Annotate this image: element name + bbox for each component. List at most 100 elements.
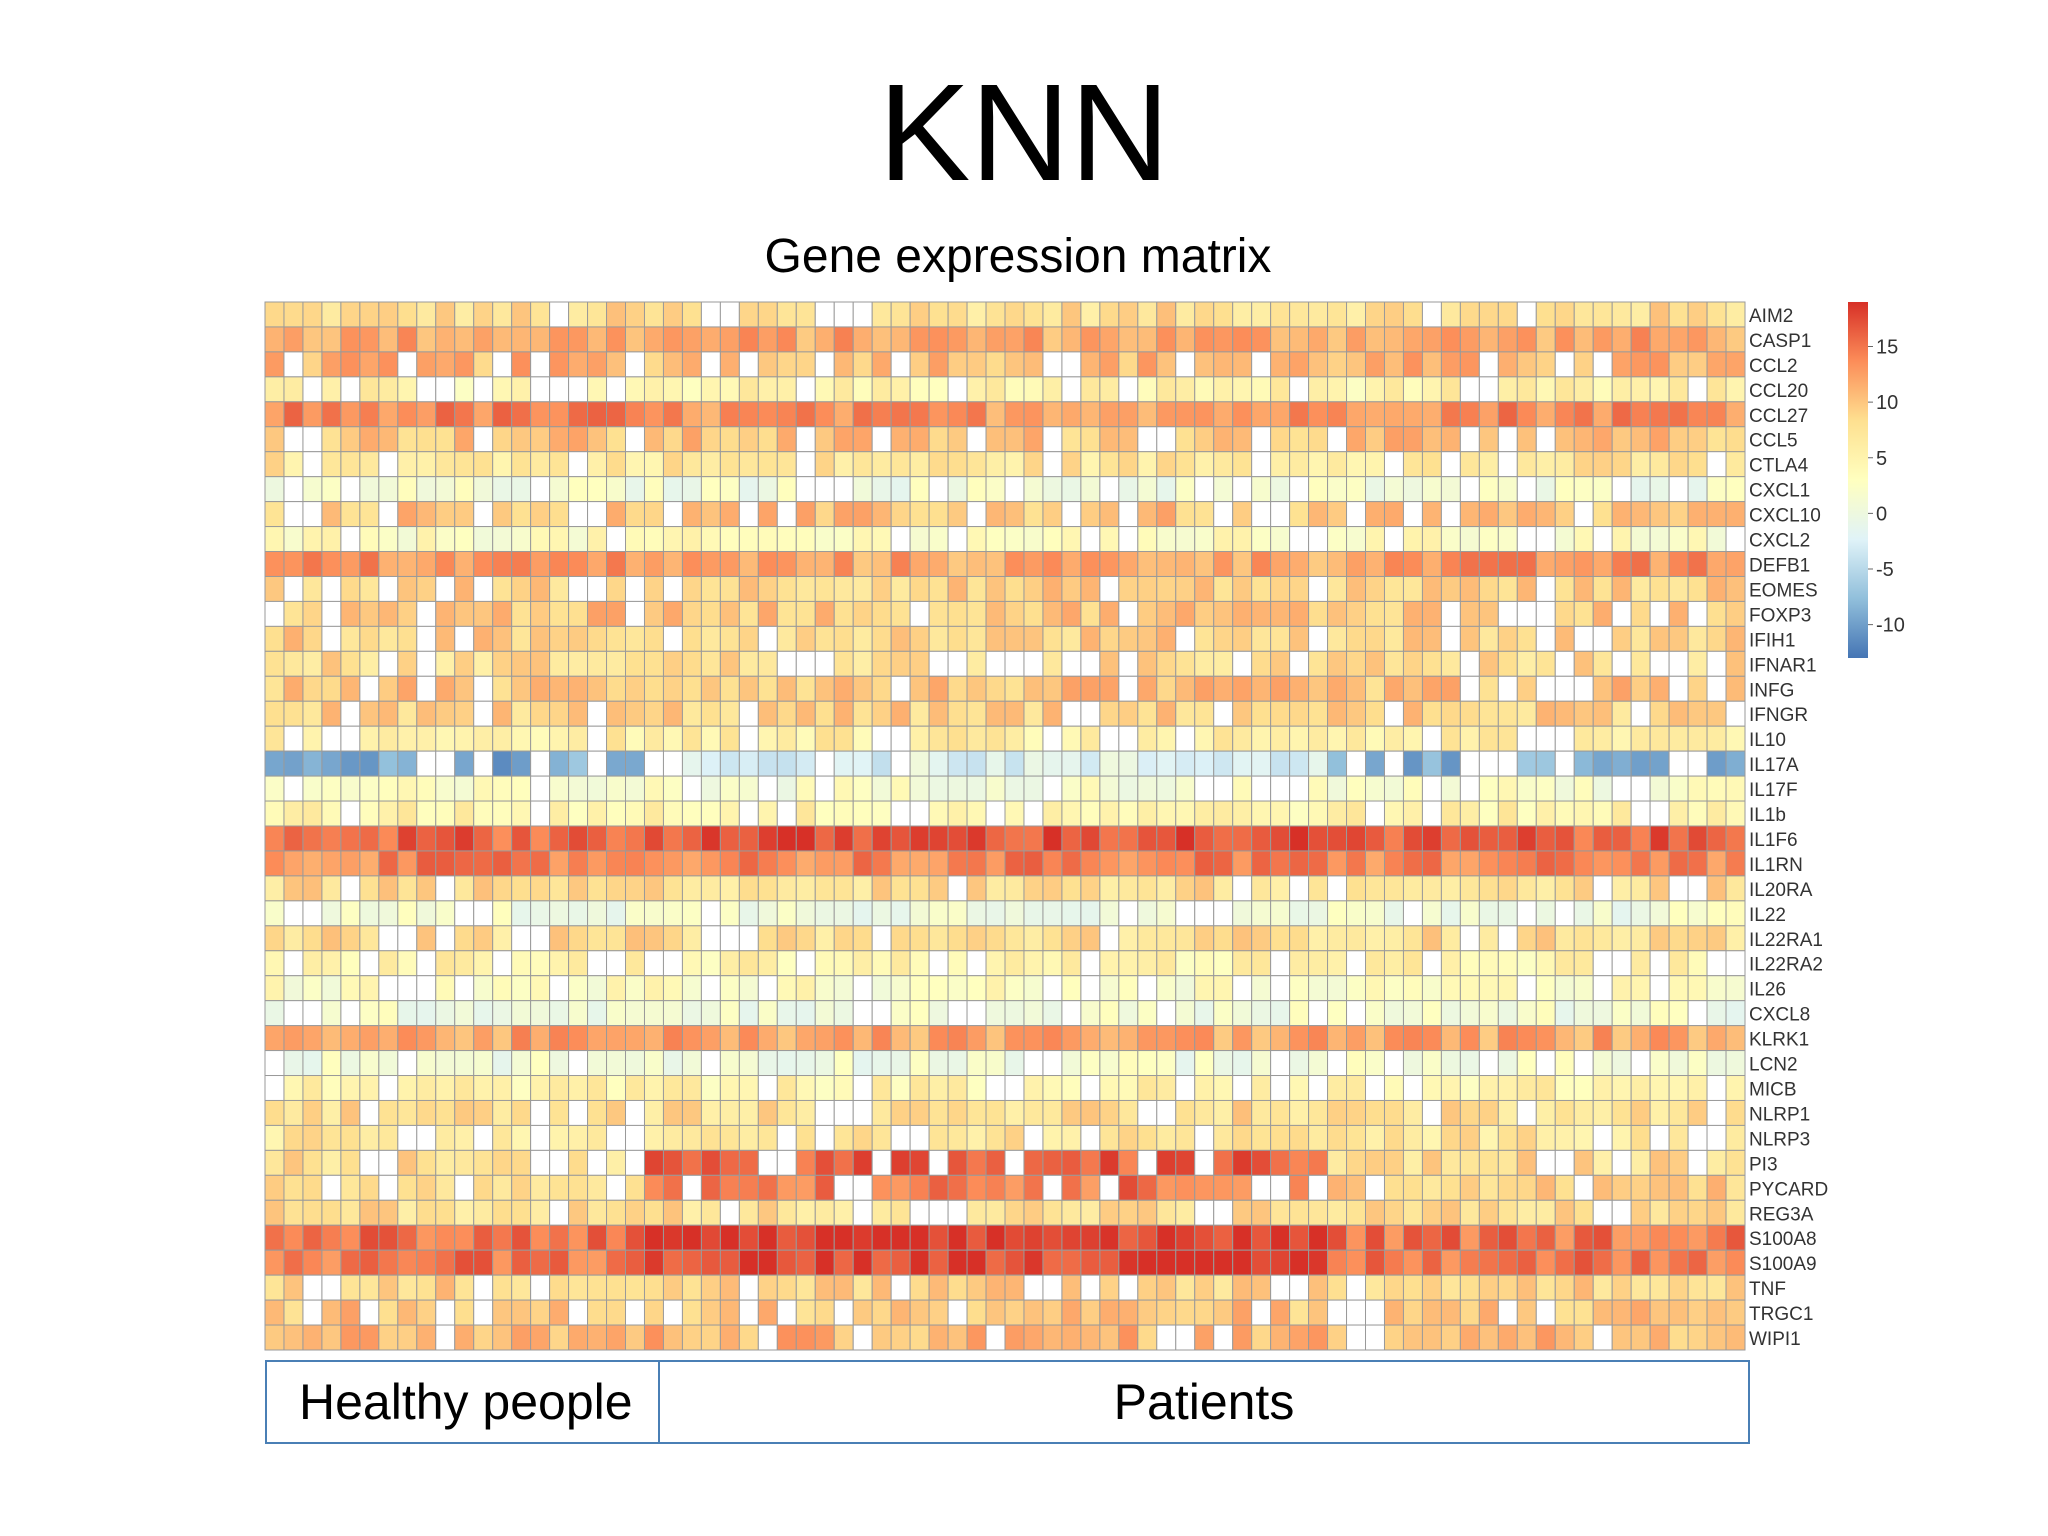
heatmap-cell (264, 1249, 285, 1276)
heatmap-cell (1251, 975, 1272, 1002)
heatmap-cell (264, 551, 285, 577)
heatmap-cell (1706, 600, 1727, 627)
heatmap-cell (1573, 1149, 1594, 1176)
heatmap-cell (871, 376, 892, 403)
heatmap-cell (1327, 1025, 1348, 1052)
heatmap-cell (1061, 476, 1082, 503)
heatmap-cell (625, 1274, 645, 1301)
heatmap-cell (1099, 426, 1120, 453)
heatmap-cell (1270, 526, 1291, 553)
heatmap-cell (1573, 800, 1594, 827)
heatmap-cell (416, 526, 437, 553)
heatmap-cell (1365, 451, 1385, 478)
heatmap-cell (568, 551, 589, 577)
heatmap-cell (530, 476, 551, 503)
heatmap-cell (1402, 1199, 1423, 1226)
heatmap-cell (416, 925, 437, 952)
heatmap-cell (985, 1299, 1006, 1326)
heatmap-cell (340, 1149, 361, 1176)
heatmap-cell (1421, 850, 1442, 877)
heatmap-cell (852, 476, 873, 503)
heatmap-cell (435, 1199, 456, 1226)
heatmap-cell (643, 575, 664, 602)
heatmap-cell (795, 1149, 816, 1176)
heatmap-cell (1649, 825, 1670, 852)
heatmap-cell (1611, 351, 1632, 378)
heatmap-cell (795, 526, 816, 553)
heatmap-cell (1365, 700, 1385, 727)
heatmap-cell (1687, 675, 1708, 702)
heatmap-cell (1459, 1274, 1480, 1301)
heatmap-cell (1061, 376, 1082, 403)
heatmap-cell (719, 575, 740, 602)
heatmap-cell (700, 1099, 721, 1126)
heatmap-cell (1137, 1174, 1158, 1201)
heatmap-cell (1023, 725, 1044, 752)
heatmap-cell (302, 950, 323, 977)
heatmap-cell (833, 675, 854, 702)
heatmap-cell (1061, 900, 1082, 927)
heatmap-cell (1573, 501, 1594, 528)
heatmap-cell (1289, 625, 1310, 652)
heatmap-cell (1554, 1099, 1575, 1126)
heatmap-cell (359, 950, 380, 977)
heatmap-cell (1440, 1124, 1461, 1151)
heatmap-cell (890, 650, 911, 677)
heatmap-cell (1023, 850, 1044, 877)
heatmap-cell (1308, 301, 1329, 328)
heatmap-cell (1194, 900, 1215, 927)
heatmap-cell (1194, 301, 1215, 328)
heatmap-cell (757, 1149, 778, 1176)
heatmap-cell (1118, 1224, 1139, 1251)
heatmap-cell (1080, 376, 1101, 403)
heatmap-cell (378, 875, 399, 902)
heatmap-cell (1365, 426, 1385, 453)
heatmap-cell (1478, 825, 1499, 852)
heatmap-cell (1687, 850, 1708, 877)
heatmap-cell (1080, 950, 1101, 977)
heatmap-cell (1137, 1075, 1158, 1101)
heatmap-cell (1383, 1075, 1404, 1101)
heatmap-cell (1668, 1299, 1689, 1326)
heatmap-cell (1289, 825, 1310, 852)
heatmap-cell (776, 900, 797, 927)
heatmap-cell (871, 1000, 892, 1027)
heatmap-cell (1554, 725, 1575, 752)
heatmap-cell (340, 1000, 361, 1027)
heatmap-cell (397, 800, 418, 827)
heatmap-cell (1421, 700, 1442, 727)
heatmap-cell (1706, 426, 1727, 453)
heatmap-cell (511, 675, 532, 702)
heatmap-cell (1270, 551, 1291, 577)
heatmap-cell (454, 1174, 475, 1201)
heatmap-cell (1592, 600, 1613, 627)
heatmap-cell (1080, 351, 1101, 378)
heatmap-cell (359, 401, 380, 428)
heatmap-cell (359, 575, 380, 602)
heatmap-cell (643, 650, 664, 677)
heatmap-cell (1308, 1149, 1329, 1176)
heatmap-cell (681, 401, 702, 428)
heatmap-cell (1270, 1224, 1291, 1251)
heatmap-cell (1023, 376, 1044, 403)
heatmap-cell (1023, 950, 1044, 977)
heatmap-cell (511, 575, 532, 602)
heatmap-cell (719, 950, 740, 977)
heatmap-cell (1118, 600, 1139, 627)
heatmap-cell (1270, 975, 1291, 1002)
heatmap-cell (1156, 1224, 1177, 1251)
heatmap-cell (700, 1274, 721, 1301)
heatmap-cell (1365, 326, 1385, 353)
heatmap-cell (397, 1000, 418, 1027)
heatmap-cell (359, 1075, 380, 1101)
heatmap-cell (985, 1025, 1006, 1052)
heatmap-cell (1080, 675, 1101, 702)
heatmap-cell (871, 575, 892, 602)
heatmap-cell (1061, 725, 1082, 752)
heatmap-cell (530, 825, 551, 852)
heatmap-cell (1725, 1274, 1746, 1301)
heatmap-cell (1573, 426, 1594, 453)
heatmap-cell (1535, 1224, 1556, 1251)
group-label-healthy: Healthy people (265, 1360, 660, 1444)
heatmap-cell (1668, 376, 1689, 403)
